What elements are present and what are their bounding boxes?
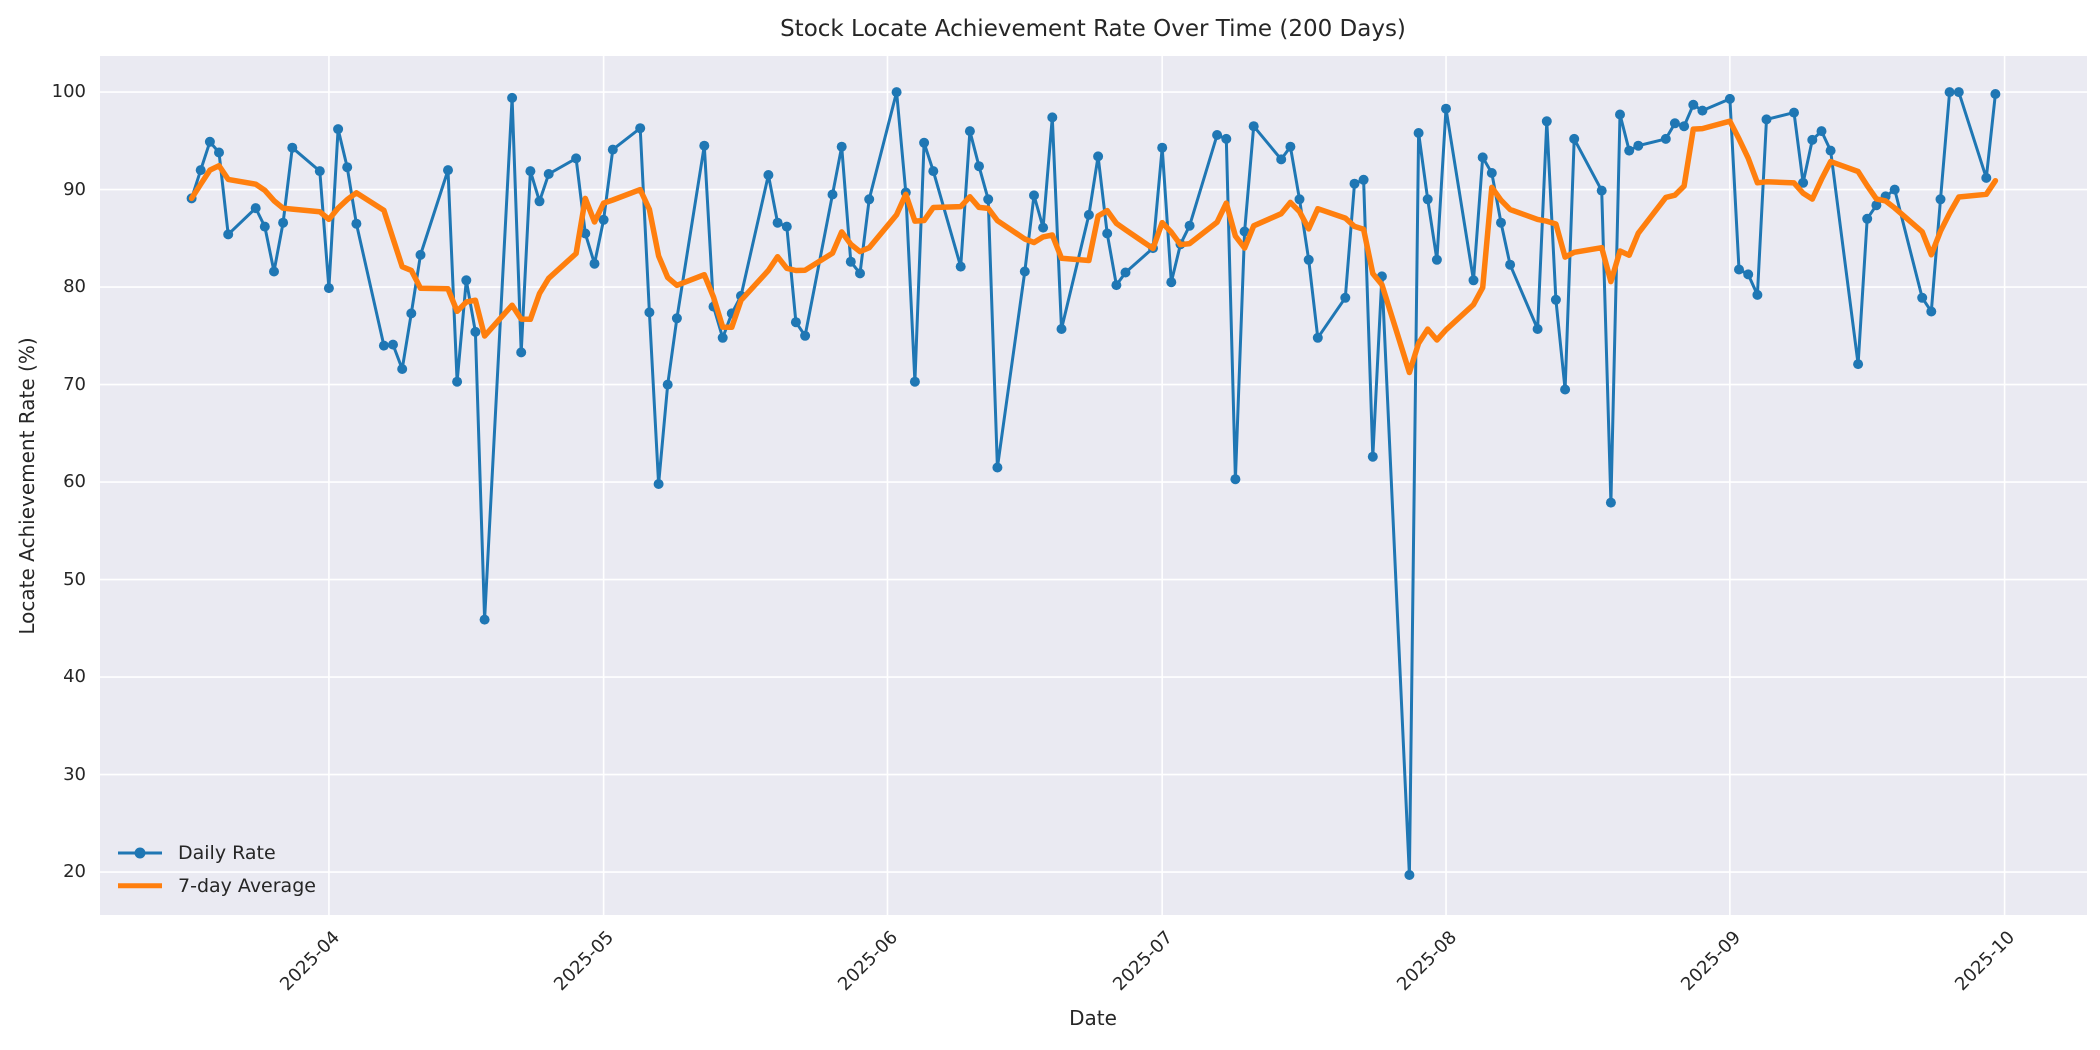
daily-rate-legend-swatch [118, 847, 162, 859]
y-tick-label: 100 [51, 81, 86, 103]
seven-day-average-line [188, 118, 1999, 376]
legend-item-daily-rate: Daily Rate [118, 836, 316, 869]
legend-label-7day-average: 7-day Average [178, 874, 316, 897]
y-tick-label: 90 [63, 178, 86, 200]
plot-background [100, 56, 2087, 915]
y-tick-label: 30 [63, 763, 86, 785]
y-tick-label: 20 [63, 861, 86, 883]
x-axis-title: Date [1069, 1006, 1117, 1030]
average-line-icon [118, 882, 162, 889]
y-tick-label: 50 [63, 568, 86, 590]
y-tick-label: 80 [63, 276, 86, 298]
grid-lines [100, 56, 2087, 915]
legend-item-7day-average: 7-day Average [118, 869, 316, 902]
legend: Daily Rate 7-day Average [118, 836, 316, 902]
daily-rate-line [190, 90, 1997, 877]
average-legend-swatch [118, 880, 162, 892]
y-tick-label: 60 [63, 471, 86, 493]
y-tick-label: 70 [63, 373, 86, 395]
chart-title: Stock Locate Achievement Rate Over Time … [780, 16, 1406, 42]
legend-label-daily-rate: Daily Rate [178, 841, 276, 864]
daily-rate-marker-icon [134, 847, 146, 858]
y-tick-label: 40 [63, 666, 86, 688]
